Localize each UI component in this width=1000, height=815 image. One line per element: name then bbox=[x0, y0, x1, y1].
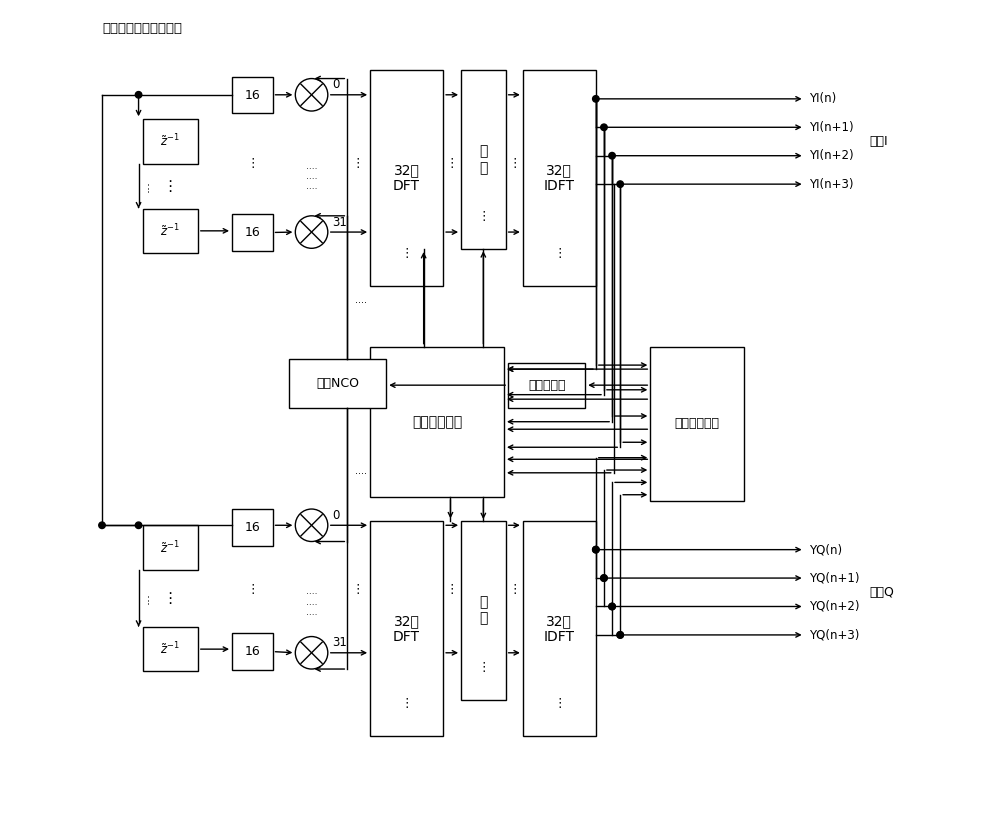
Text: 环路滤波器: 环路滤波器 bbox=[528, 379, 565, 392]
Text: ⋮: ⋮ bbox=[163, 178, 178, 194]
Text: YQ(n+2): YQ(n+2) bbox=[809, 600, 859, 613]
Bar bbox=[232, 509, 273, 545]
Text: $\tilde{z}^{-1}$: $\tilde{z}^{-1}$ bbox=[160, 133, 180, 150]
Circle shape bbox=[135, 91, 142, 98]
Circle shape bbox=[593, 546, 599, 553]
Text: 32点
DFT: 32点 DFT bbox=[393, 614, 420, 644]
Text: 调制信号抽样信号输入: 调制信号抽样信号输入 bbox=[102, 22, 182, 35]
Bar bbox=[232, 633, 273, 670]
Text: 通道Q: 通道Q bbox=[870, 586, 894, 599]
Circle shape bbox=[601, 575, 607, 581]
Circle shape bbox=[601, 124, 607, 130]
Text: ···: ··· bbox=[143, 593, 156, 605]
Circle shape bbox=[99, 522, 105, 528]
Bar bbox=[232, 214, 273, 251]
Bar bbox=[143, 209, 198, 253]
Text: 16: 16 bbox=[244, 521, 260, 534]
Bar bbox=[650, 346, 744, 501]
Circle shape bbox=[617, 181, 623, 187]
Text: 32点
DFT: 32点 DFT bbox=[393, 163, 420, 193]
Bar bbox=[370, 70, 443, 286]
Text: YQ(n): YQ(n) bbox=[809, 543, 842, 556]
Text: 16: 16 bbox=[244, 226, 260, 239]
Text: ⋮: ⋮ bbox=[400, 698, 413, 711]
Text: ⋮: ⋮ bbox=[508, 157, 520, 170]
Text: ⋮: ⋮ bbox=[508, 583, 520, 596]
Text: ⋮: ⋮ bbox=[352, 583, 364, 596]
Bar bbox=[143, 526, 198, 570]
Text: ⋮: ⋮ bbox=[400, 247, 413, 260]
Bar bbox=[523, 70, 596, 286]
Bar bbox=[143, 627, 198, 672]
Text: 32点
IDFT: 32点 IDFT bbox=[544, 614, 575, 644]
Bar bbox=[508, 363, 585, 408]
Text: YI(n+1): YI(n+1) bbox=[809, 121, 853, 134]
Circle shape bbox=[617, 632, 623, 638]
Text: 16: 16 bbox=[244, 645, 260, 658]
Text: $\tilde{z}^{-1}$: $\tilde{z}^{-1}$ bbox=[160, 222, 180, 239]
Bar bbox=[289, 359, 386, 408]
Bar bbox=[370, 522, 443, 737]
Circle shape bbox=[593, 95, 599, 102]
Text: 16: 16 bbox=[244, 89, 260, 102]
Text: ⋮: ⋮ bbox=[446, 157, 458, 170]
Bar bbox=[523, 522, 596, 737]
Text: ····: ···· bbox=[355, 298, 367, 309]
Text: ⋮: ⋮ bbox=[553, 247, 566, 260]
Text: $\tilde{z}^{-1}$: $\tilde{z}^{-1}$ bbox=[160, 641, 180, 658]
Text: YI(n): YI(n) bbox=[809, 92, 836, 105]
Text: 通道I: 通道I bbox=[870, 135, 888, 148]
Bar bbox=[461, 70, 506, 249]
Text: 0: 0 bbox=[332, 509, 339, 522]
Bar bbox=[461, 522, 506, 700]
Text: 载波相位估算: 载波相位估算 bbox=[674, 417, 719, 430]
Bar bbox=[232, 77, 273, 113]
Bar bbox=[143, 119, 198, 164]
Text: YQ(n+3): YQ(n+3) bbox=[809, 628, 859, 641]
Text: YQ(n+1): YQ(n+1) bbox=[809, 571, 859, 584]
Circle shape bbox=[609, 152, 615, 159]
Text: 31: 31 bbox=[332, 637, 347, 650]
Text: 0: 0 bbox=[332, 78, 339, 91]
Text: ⋮: ⋮ bbox=[446, 583, 458, 596]
Text: 31: 31 bbox=[332, 215, 347, 228]
Circle shape bbox=[593, 546, 599, 553]
Text: ⋮: ⋮ bbox=[477, 210, 490, 223]
Text: ⋮: ⋮ bbox=[246, 583, 259, 596]
Circle shape bbox=[617, 632, 623, 638]
Circle shape bbox=[601, 575, 607, 581]
Text: 滤
波: 滤 波 bbox=[479, 145, 488, 175]
Text: ⋮: ⋮ bbox=[477, 661, 490, 674]
Text: ····: ···· bbox=[355, 469, 367, 479]
Text: YI(n+2): YI(n+2) bbox=[809, 149, 853, 162]
Text: ⋮: ⋮ bbox=[553, 698, 566, 711]
Text: ····
····
····: ···· ···· ···· bbox=[306, 165, 317, 195]
Text: ⋮: ⋮ bbox=[352, 157, 364, 170]
Circle shape bbox=[609, 603, 615, 610]
Bar bbox=[370, 346, 504, 497]
Circle shape bbox=[135, 522, 142, 528]
Text: 并行NCO: 并行NCO bbox=[316, 377, 359, 390]
Text: 滤
波: 滤 波 bbox=[479, 596, 488, 626]
Text: YI(n+3): YI(n+3) bbox=[809, 178, 853, 191]
Text: ⋮: ⋮ bbox=[163, 591, 178, 606]
Text: 符号同步算法: 符号同步算法 bbox=[412, 415, 462, 429]
Text: ⋮: ⋮ bbox=[246, 157, 259, 170]
Circle shape bbox=[609, 603, 615, 610]
Text: ····
····
····: ···· ···· ···· bbox=[306, 590, 317, 620]
Text: 32点
IDFT: 32点 IDFT bbox=[544, 163, 575, 193]
Text: ···: ··· bbox=[143, 180, 156, 192]
Text: $\tilde{z}^{-1}$: $\tilde{z}^{-1}$ bbox=[160, 540, 180, 556]
